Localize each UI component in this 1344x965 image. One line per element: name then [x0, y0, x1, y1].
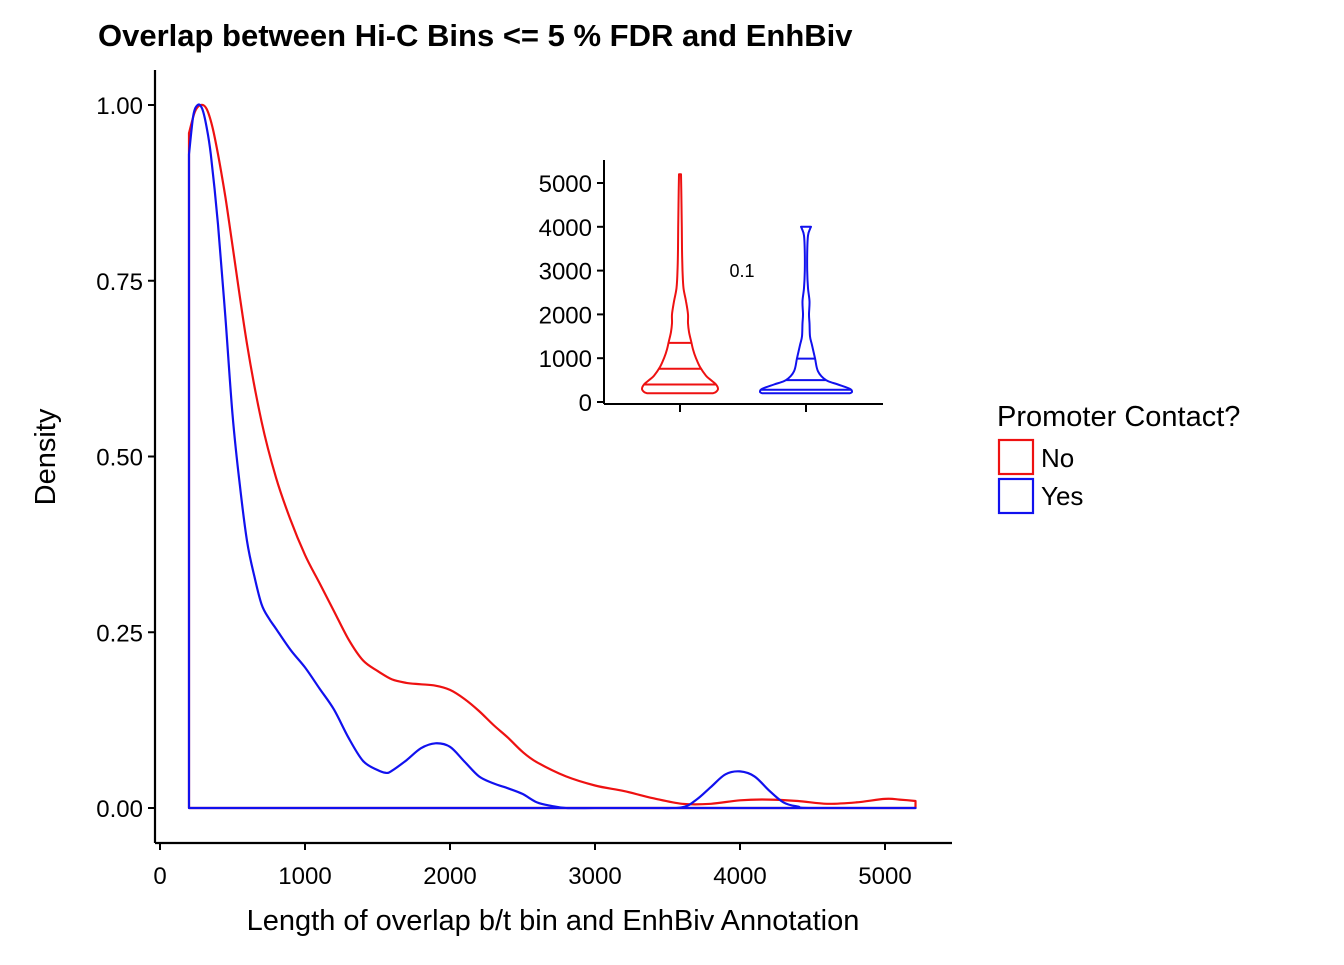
- y-axis-title: Density: [30, 408, 62, 505]
- chart-title: Overlap between Hi-C Bins <= 5 % FDR and…: [98, 18, 853, 53]
- legend-title: Promoter Contact?: [997, 401, 1240, 433]
- inset-violins: [641, 173, 854, 395]
- x-tick-label: 4000: [713, 863, 766, 890]
- y-tick-label: 0.25: [96, 620, 143, 647]
- legend-key-no: [997, 438, 1035, 476]
- density-series: [187, 103, 917, 810]
- legend: Promoter Contact? No Yes: [997, 401, 1240, 515]
- density-curve-yes: [187, 103, 917, 810]
- x-tick-label: 3000: [568, 863, 621, 890]
- y-tick-label: 1.00: [96, 93, 143, 120]
- density-curve-no: [187, 103, 917, 810]
- violin-yes: [758, 225, 854, 395]
- y-tick-label: 0.00: [96, 796, 143, 823]
- x-axis-title: Length of overlap b/t bin and EnhBiv Ann…: [247, 905, 860, 937]
- legend-label-yes: Yes: [1041, 481, 1083, 511]
- legend-key-yes: [997, 477, 1035, 515]
- inset-y-tick-label: 2000: [539, 302, 592, 329]
- x-tick-label: 1000: [278, 863, 331, 890]
- inset-p-value-label: 0.1: [729, 261, 754, 281]
- violin-no: [641, 173, 719, 395]
- x-tick-label: 2000: [423, 863, 476, 890]
- inset-y-tick-label: 3000: [539, 259, 592, 286]
- inset-violin-plot: 0 1000 2000 3000 4000 5000 0.1: [539, 160, 883, 417]
- legend-label-no: No: [1041, 443, 1074, 473]
- y-tick-label: 0.75: [96, 269, 143, 296]
- inset-y-tick-label: 5000: [539, 171, 592, 198]
- inset-y-tick-label: 1000: [539, 346, 592, 373]
- inset-axes: 0 1000 2000 3000 4000 5000: [539, 160, 883, 417]
- inset-y-tick-label: 0: [579, 390, 592, 417]
- y-tick-label: 0.50: [96, 445, 143, 472]
- inset-y-tick-label: 4000: [539, 215, 592, 242]
- x-tick-label: 5000: [858, 863, 911, 890]
- main-axes: 0.00 0.25 0.50 0.75 1.00 0 1000 2000 3000 4000 500…: [96, 70, 952, 890]
- x-tick-label: 0: [153, 863, 166, 890]
